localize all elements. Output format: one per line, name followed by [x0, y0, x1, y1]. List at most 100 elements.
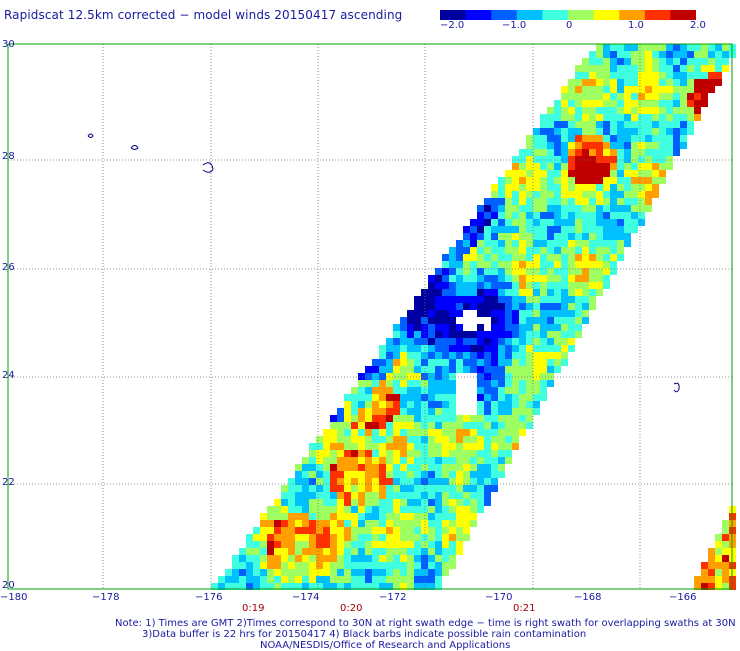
wind-cell: [582, 72, 589, 79]
wind-cell: [722, 534, 729, 541]
wind-cell: [414, 464, 421, 471]
wind-cell: [260, 569, 267, 576]
wind-cell: [470, 345, 477, 352]
wind-cell: [267, 548, 274, 555]
wind-cell: [456, 499, 463, 506]
wind-cell: [323, 429, 330, 436]
wind-cell: [421, 296, 428, 303]
wind-cell: [519, 254, 526, 261]
wind-cell: [561, 338, 568, 345]
wind-cell: [281, 548, 288, 555]
wind-cell: [274, 548, 281, 555]
note-line-2: 3)Data buffer is 22 hrs for 20150417 4) …: [142, 629, 587, 640]
wind-cell: [491, 212, 498, 219]
wind-cell: [309, 513, 316, 520]
wind-cell: [449, 303, 456, 310]
wind-cell: [414, 576, 421, 583]
wind-cell: [428, 366, 435, 373]
wind-cell: [358, 534, 365, 541]
wind-cell: [624, 51, 631, 58]
wind-cell: [400, 352, 407, 359]
wind-cell: [372, 443, 379, 450]
wind-cell: [512, 401, 519, 408]
wind-cell: [323, 562, 330, 569]
wind-cell: [386, 373, 393, 380]
wind-cell: [246, 555, 253, 562]
wind-cell: [316, 450, 323, 457]
wind-cell: [568, 338, 575, 345]
wind-cell: [547, 177, 554, 184]
wind-cell: [652, 135, 659, 142]
wind-cell: [624, 128, 631, 135]
wind-cell: [407, 380, 414, 387]
wind-cell: [456, 492, 463, 499]
wind-cell: [491, 415, 498, 422]
wind-cell: [309, 541, 316, 548]
wind-cell: [379, 429, 386, 436]
wind-cell: [519, 205, 526, 212]
wind-cell: [372, 408, 379, 415]
wind-cell: [449, 408, 456, 415]
wind-cell: [449, 261, 456, 268]
wind-cell: [498, 198, 505, 205]
wind-cell: [428, 352, 435, 359]
wind-cell: [645, 121, 652, 128]
wind-cell: [225, 576, 232, 583]
wind-cell: [540, 303, 547, 310]
wind-cell: [533, 149, 540, 156]
wind-cell: [561, 324, 568, 331]
wind-cell: [554, 247, 561, 254]
wind-cell: [491, 226, 498, 233]
wind-cell: [456, 289, 463, 296]
wind-cell: [568, 310, 575, 317]
wind-cell: [610, 219, 617, 226]
wind-cell: [596, 275, 603, 282]
wind-cell: [435, 513, 442, 520]
wind-cell: [421, 569, 428, 576]
wind-cell: [603, 79, 610, 86]
wind-cell: [547, 359, 554, 366]
wind-cell: [477, 205, 484, 212]
wind-cell: [540, 177, 547, 184]
wind-cell: [421, 562, 428, 569]
wind-cell: [512, 275, 519, 282]
wind-cell: [372, 394, 379, 401]
wind-cell: [582, 163, 589, 170]
wind-cell: [365, 429, 372, 436]
wind-cell: [519, 240, 526, 247]
wind-cell: [477, 450, 484, 457]
wind-cell: [337, 443, 344, 450]
wind-cell: [491, 380, 498, 387]
wind-cell: [393, 324, 400, 331]
wind-cell: [463, 352, 470, 359]
wind-cell: [414, 331, 421, 338]
wind-cell: [344, 429, 351, 436]
wind-cell: [386, 583, 393, 590]
wind-cell: [575, 135, 582, 142]
wind-cell: [596, 163, 603, 170]
wind-cell: [694, 93, 701, 100]
wind-cell: [512, 436, 519, 443]
wind-cell: [477, 254, 484, 261]
wind-cell: [589, 233, 596, 240]
wind-cell: [260, 534, 267, 541]
wind-cell: [582, 317, 589, 324]
wind-cell: [638, 100, 645, 107]
wind-cell: [484, 268, 491, 275]
wind-cell: [680, 107, 687, 114]
wind-cell: [463, 275, 470, 282]
wind-cell: [393, 562, 400, 569]
wind-cell: [358, 415, 365, 422]
wind-cell: [610, 226, 617, 233]
wind-cell: [554, 198, 561, 205]
wind-cell: [533, 345, 540, 352]
wind-cell: [554, 156, 561, 163]
wind-cell: [456, 485, 463, 492]
wind-cell: [533, 324, 540, 331]
wind-cell: [288, 499, 295, 506]
wind-cell: [575, 149, 582, 156]
wind-cell: [337, 534, 344, 541]
wind-cell: [568, 184, 575, 191]
wind-cell: [428, 303, 435, 310]
wind-cell: [295, 471, 302, 478]
